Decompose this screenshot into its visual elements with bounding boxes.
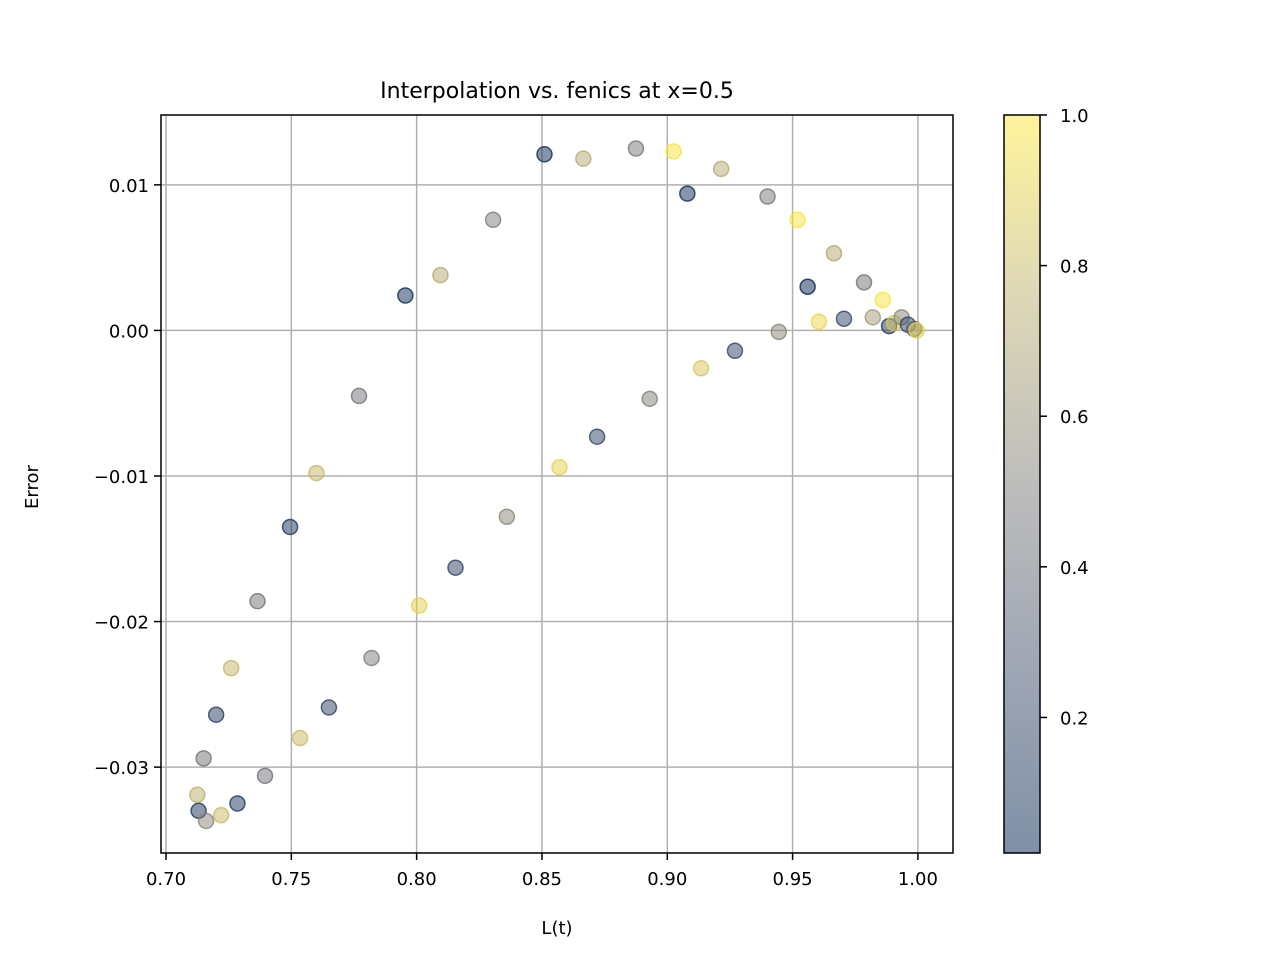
x-axis-ticks: 0.70 0.75 0.80 0.85 0.90 0.95 1.00 [146, 853, 938, 890]
x-tick-label: 1.00 [898, 869, 938, 890]
x-tick-label: 0.75 [271, 869, 311, 890]
scatter-point [363, 649, 380, 667]
scatter-point [864, 309, 882, 326]
colorbar-tick-label: 0.8 [1060, 257, 1089, 278]
scatter-point [692, 360, 710, 377]
y-axis-label: Error [22, 464, 43, 508]
scatter-point [759, 188, 776, 205]
colorbar-ticks: 0.2 0.4 0.6 0.8 1.0 [1040, 106, 1089, 729]
scatter-point [575, 150, 592, 167]
y-axis-ticks: −0.03 −0.02 −0.01 0.00 0.01 [94, 176, 161, 779]
scatter-point [536, 146, 553, 163]
scatter-point [855, 274, 873, 291]
y-tick-label: −0.02 [94, 613, 149, 634]
scatter-point [397, 287, 414, 304]
scatter-point [484, 211, 502, 229]
scatter-point [679, 185, 696, 202]
scatter-point [825, 245, 843, 262]
colorbar-tick-label: 0.4 [1060, 558, 1089, 579]
y-tick-label: −0.03 [94, 758, 149, 779]
scatter-point [551, 459, 568, 476]
scatter-point [256, 767, 274, 785]
scatter-point [291, 729, 309, 747]
scatter-point [222, 659, 240, 677]
scatter-point [665, 143, 682, 160]
scatter-points [189, 140, 925, 830]
scatter-point [281, 518, 299, 536]
scatter-point [212, 806, 230, 824]
x-tick-label: 0.85 [522, 869, 562, 890]
scatter-point [835, 310, 853, 328]
x-tick-label: 0.80 [397, 869, 437, 890]
plot-area [161, 115, 953, 853]
grid [161, 115, 953, 853]
scatter-point [308, 464, 325, 482]
chart-title: Interpolation vs. fenics at x=0.5 [380, 79, 734, 104]
scatter-point [770, 323, 788, 341]
scatter-point [588, 428, 606, 445]
scatter-point [350, 387, 368, 405]
scatter-point [207, 706, 225, 723]
scatter-point [320, 699, 338, 716]
scatter-point [789, 211, 806, 229]
scatter-point [810, 313, 828, 330]
colorbar [1003, 114, 1041, 854]
scatter-point [908, 322, 925, 339]
y-tick-label: 0.01 [109, 176, 149, 197]
scatter-point [726, 342, 744, 360]
scatter-point [410, 597, 428, 614]
scatter-point [447, 559, 464, 576]
scatter-point [432, 266, 449, 284]
scatter-point [189, 786, 206, 804]
colorbar-tick-label: 1.0 [1060, 106, 1089, 127]
scatter-point [498, 508, 516, 526]
x-axis-label: L(t) [541, 918, 572, 939]
colorbar-tick-label: 0.2 [1060, 708, 1089, 729]
plot-frame [160, 114, 954, 854]
colorbar-tick-label: 0.6 [1060, 407, 1089, 428]
scatter-point [229, 795, 246, 812]
x-tick-label: 0.70 [146, 869, 186, 890]
scatter-point [627, 140, 645, 157]
scatter-point [195, 750, 212, 767]
y-tick-label: −0.01 [94, 467, 149, 488]
scatter-point [249, 592, 266, 610]
y-tick-label: 0.00 [109, 321, 149, 342]
scatter-point [799, 278, 816, 296]
scatter-point [874, 291, 892, 309]
scatter-point [641, 390, 658, 408]
scatter-point [712, 160, 730, 178]
scatter-point [197, 812, 215, 830]
x-tick-label: 0.95 [773, 869, 813, 890]
x-tick-label: 0.90 [647, 869, 687, 890]
